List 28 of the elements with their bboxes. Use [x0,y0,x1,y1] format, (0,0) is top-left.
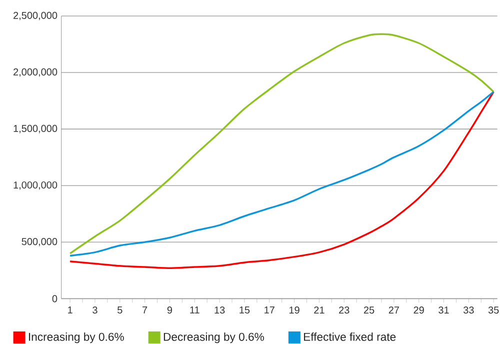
x-tick-label: 15 [240,306,250,314]
legend-label: Decreasing by 0.6% [164,332,264,344]
x-tick-label: 5 [118,306,122,314]
x-tick-label: 13 [214,306,225,314]
y-tick-label: 2,500,000 [14,12,58,20]
y-tick-label: 2,000,000 [14,68,58,77]
line-series [69,33,494,254]
x-tick-label: 11 [190,306,200,314]
x-tick-label: 25 [364,306,374,314]
x-tick-label: 33 [463,306,474,314]
x-tick-label: 21 [314,306,324,314]
x-tick-label: 3 [92,306,98,314]
x-tick-label: 29 [414,306,424,314]
x-tick-label: 9 [167,306,172,314]
x-tick-label: 17 [264,306,274,314]
x-tick-label: 19 [289,306,300,314]
legend-label: Increasing by 0.6% [28,332,124,344]
y-tick-label: 0 [52,295,58,302]
y-tick-label: 1,000,000 [14,181,58,190]
x-tick-label: 31 [438,306,449,314]
x-tick-label: 7 [142,306,148,314]
x-tick-label: 35 [488,306,499,314]
legend-label: Effective fixed rate [304,332,396,341]
x-tick-label: 23 [339,306,350,314]
y-tick-label: 1,500,000 [14,124,58,134]
x-tick-label: 1 [68,306,72,314]
x-tick-label: 27 [388,306,399,314]
y-tick-label: 500,000 [22,238,58,246]
